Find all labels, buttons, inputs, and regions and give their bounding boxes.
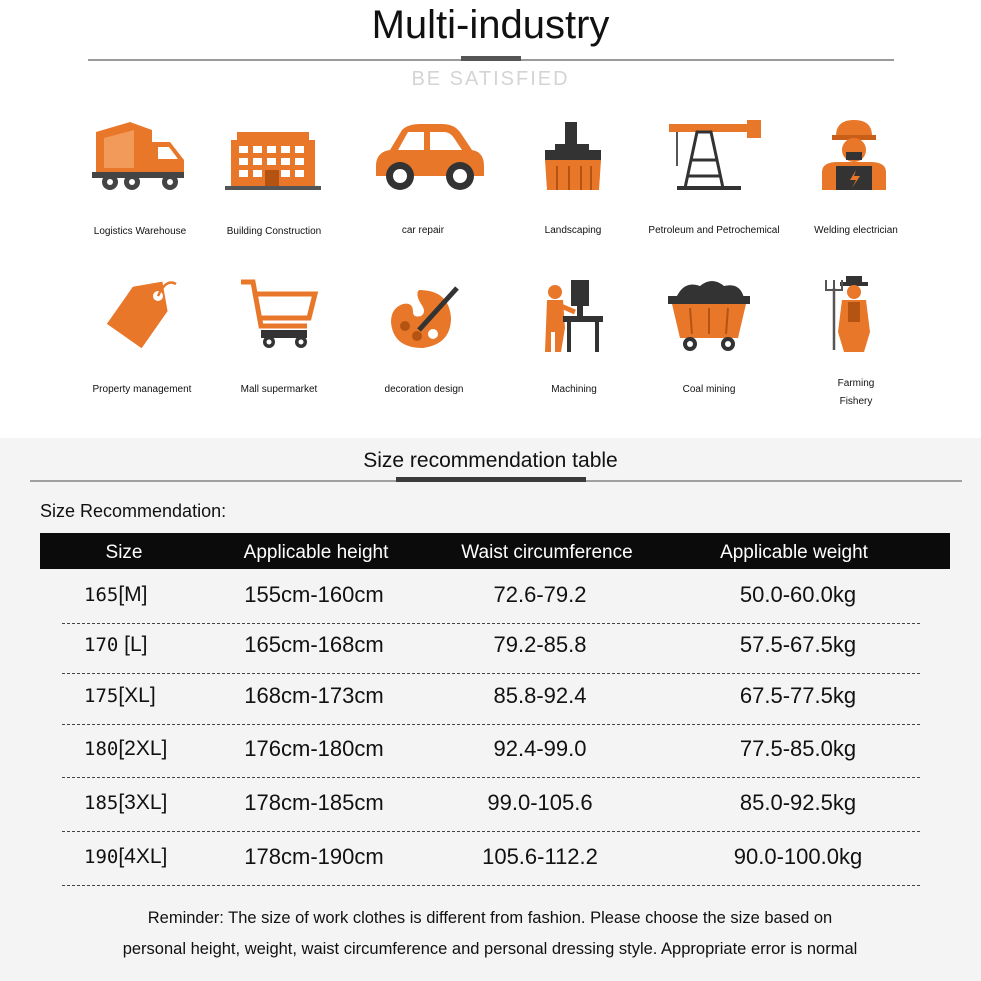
header-weight: Applicable weight — [720, 542, 868, 563]
waist-cell: 79.2-85.8 — [493, 632, 587, 657]
industry-label-construction: Building Construction — [226, 226, 322, 237]
header-waist: Waist circumference — [461, 542, 633, 563]
industry-label-petroleum: Petroleum and Petrochemical — [648, 225, 780, 236]
industry-label-machining: Machining — [551, 384, 597, 395]
header-height: Applicable height — [243, 542, 389, 563]
table-row: 175[XL] 168cm-173cm 85.8-92.4 67.5-77.5k… — [62, 670, 920, 725]
worker-icon — [779, 116, 929, 192]
page-title: Multi-industry — [371, 3, 610, 47]
oil-pump-icon — [640, 116, 790, 192]
header-size: Size — [105, 542, 143, 563]
size-cell: 190[4XL] — [84, 845, 168, 868]
height-cell: 178cm-190cm — [244, 844, 384, 869]
weight-cell: 90.0-100.0kg — [733, 844, 863, 869]
table-row: 180[2XL] 176cm-180cm 92.4-99.0 77.5-85.0… — [62, 723, 920, 778]
waist-cell: 105.6-112.2 — [482, 844, 598, 869]
height-cell: 176cm-180cm — [244, 736, 384, 761]
palette-icon — [348, 282, 498, 354]
industry-label-welding: Welding electrician — [814, 225, 898, 236]
size-cell: 175[XL] — [84, 684, 156, 707]
title-divider-accent — [461, 56, 521, 61]
size-cell: 165[M] — [84, 583, 148, 606]
size-cell: 180[2XL] — [84, 737, 168, 760]
size-cell: 170 [L] — [84, 633, 148, 656]
table-row: 185[3XL] 178cm-185cm 99.0-105.6 85.0-92.… — [62, 777, 920, 832]
reminder-text-line2: personal height, weight, waist circumfer… — [122, 940, 858, 958]
waist-cell: 72.6-79.2 — [493, 582, 587, 607]
weight-cell: 85.0-92.5kg — [739, 790, 857, 815]
waist-cell: 92.4-99.0 — [493, 736, 587, 761]
industry-label-fishery: Fishery — [839, 396, 873, 407]
weight-cell: 57.5-67.5kg — [739, 632, 857, 657]
weight-cell: 50.0-60.0kg — [739, 582, 857, 607]
industry-label-property: Property management — [92, 384, 192, 395]
building-icon — [198, 124, 348, 194]
shopping-cart-icon — [204, 278, 354, 352]
table-row: 190[4XL] 178cm-190cm 105.6-112.2 90.0-10… — [62, 831, 920, 886]
tag-icon — [65, 276, 215, 356]
industry-label-mall: Mall supermarket — [240, 384, 318, 395]
height-cell: 155cm-160cm — [244, 582, 384, 607]
height-cell: 165cm-168cm — [244, 632, 384, 657]
weight-cell: 77.5-85.0kg — [739, 736, 857, 761]
table-row: 170 [L] 165cm-168cm 79.2-85.8 57.5-67.5k… — [62, 619, 920, 674]
table-header: Size Applicable height Waist circumferen… — [40, 533, 950, 569]
size-recommendation-label: Size Recommendation: — [40, 501, 227, 521]
farmer-icon — [779, 276, 929, 356]
industry-label-logistics: Logistics Warehouse — [93, 226, 187, 237]
height-cell: 178cm-185cm — [244, 790, 384, 815]
size-section-title: Size recommendation table — [363, 449, 618, 472]
car-icon — [353, 118, 503, 194]
size-section-background — [0, 438, 981, 981]
size-section-divider-accent — [396, 477, 586, 482]
truck-icon — [65, 118, 215, 194]
table-row: 165[M] 155cm-160cm 72.6-79.2 50.0-60.0kg — [62, 569, 920, 624]
machinist-icon — [498, 276, 648, 356]
industry-label-coal-mining: Coal mining — [682, 384, 736, 395]
height-cell: 168cm-173cm — [244, 683, 384, 708]
waist-cell: 99.0-105.6 — [487, 790, 593, 815]
industry-label-decoration: decoration design — [384, 384, 464, 395]
industry-label-landscaping: Landscaping — [544, 225, 602, 236]
weight-cell: 67.5-77.5kg — [739, 683, 857, 708]
mine-cart-icon — [634, 276, 784, 354]
size-cell: 185[3XL] — [84, 791, 168, 814]
waist-cell: 85.8-92.4 — [493, 683, 587, 708]
reminder-text-line1: Reminder: The size of work clothes is di… — [147, 909, 833, 927]
brush-icon — [498, 118, 648, 194]
page-subtitle: BE SATISFIED — [411, 68, 570, 90]
industry-label-car-repair: car repair — [401, 225, 445, 236]
industry-label-farming: Farming — [837, 378, 875, 389]
